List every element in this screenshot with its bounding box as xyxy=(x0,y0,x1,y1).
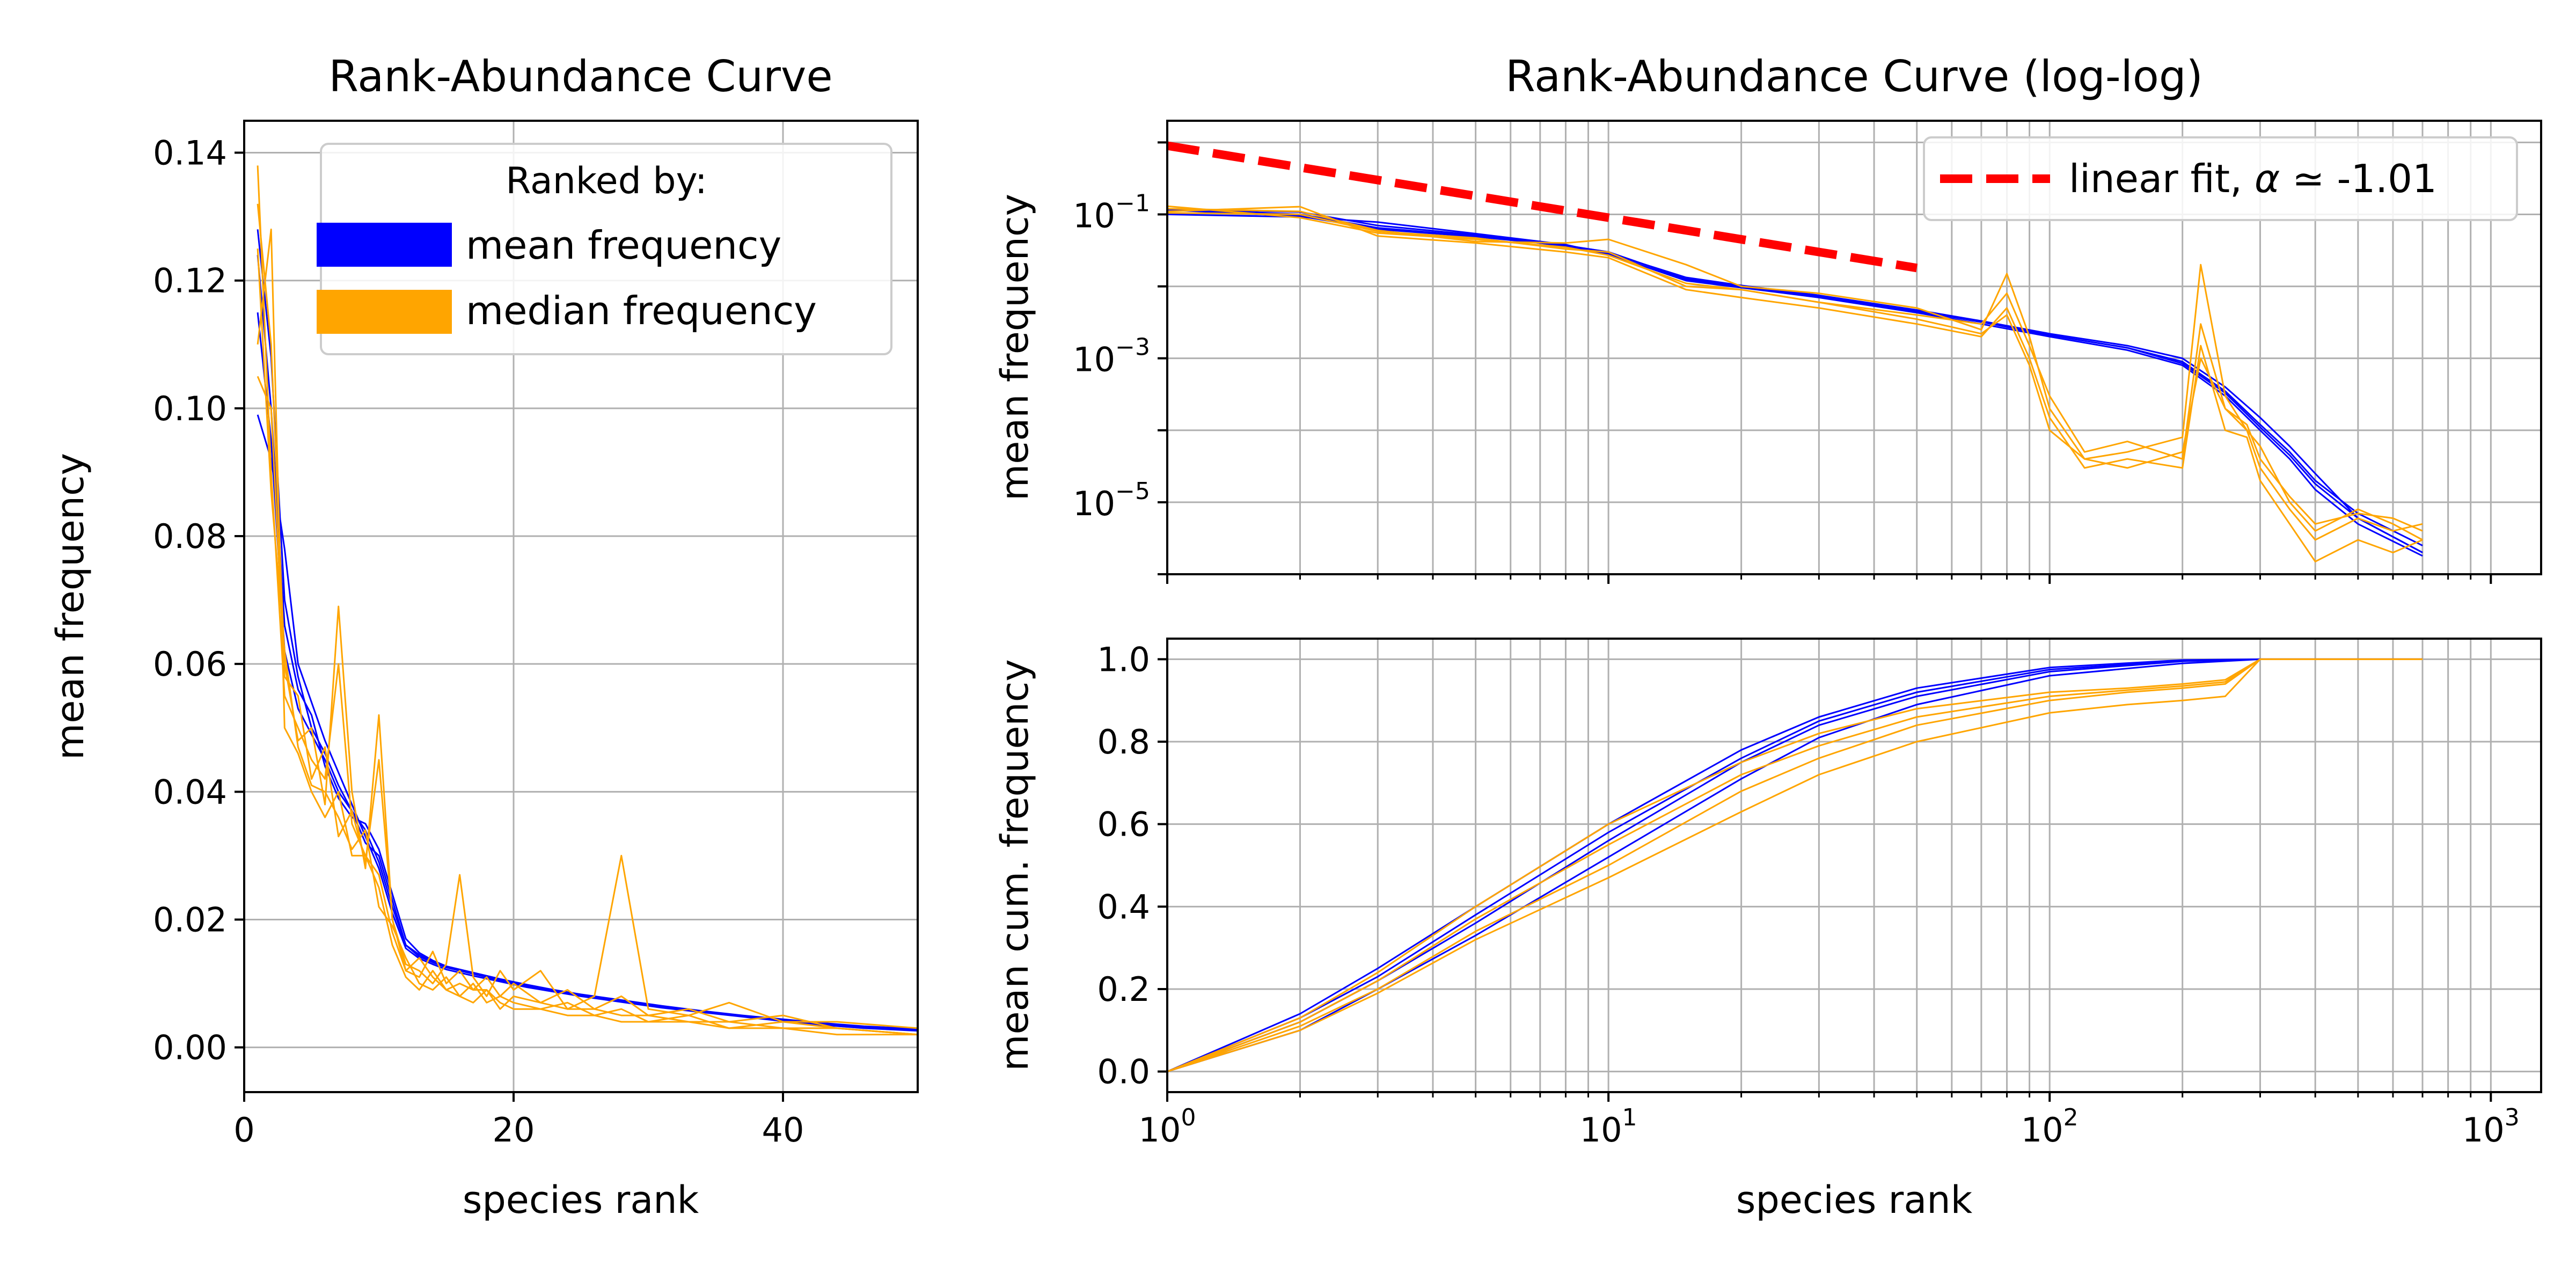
y-tick-label: 0.8 xyxy=(1097,722,1150,762)
y-tick-label: 10−5 xyxy=(1073,478,1150,523)
data-lines xyxy=(1167,205,2423,562)
y-tick-label: 0.00 xyxy=(153,1028,227,1067)
legend: linear fit, α ≃ -1.01 xyxy=(1923,136,2518,221)
series-line xyxy=(1167,209,2423,553)
x-tick-label: 0 xyxy=(233,1110,254,1150)
y-tick-label: 0.6 xyxy=(1097,805,1150,844)
y-tick-label: 10−1 xyxy=(1073,189,1150,235)
data-lines xyxy=(257,165,918,1036)
rank-abundance-loglog-panel: 10−1 10−3 10−5 Rank-Abundance Curve (log-l… xyxy=(993,52,2542,584)
chart-title: Rank-Abundance Curve xyxy=(328,52,832,101)
y-tick-label: 0.06 xyxy=(153,645,227,684)
x-tick-label: 101 xyxy=(1580,1104,1637,1150)
series-line xyxy=(257,228,918,1036)
x-tick-label: 100 xyxy=(1139,1104,1196,1150)
cumulative-frequency-panel: 100 101 102 103 0.0 0.2 0.4 0.6 0.8 1.0 species r… xyxy=(993,638,2542,1222)
legend-swatch-mean xyxy=(317,223,452,267)
y-tick-label: 0.04 xyxy=(153,772,227,811)
rank-abundance-panel: 0 20 40 0.00 0.02 0.04 0.06 0.08 0.10 0.12 0.14 Ra… xyxy=(48,52,919,1222)
x-tick-label: 102 xyxy=(2021,1104,2079,1150)
y-tick-label: 0.0 xyxy=(1097,1052,1150,1092)
grid-lines xyxy=(1167,639,2541,1092)
linear-fit-line xyxy=(1167,141,1918,273)
y-axis-label: mean cum. frequency xyxy=(993,659,1037,1071)
y-tick-label: 1.0 xyxy=(1097,640,1150,679)
fit-line xyxy=(1167,141,1918,273)
y-axis-label: mean frequency xyxy=(993,194,1037,501)
legend: Ranked by: mean frequency median frequen… xyxy=(317,143,892,355)
series-line xyxy=(1167,658,2423,1073)
legend-label-median: median frequency xyxy=(466,288,817,333)
y-tick-label: 0.14 xyxy=(153,134,227,173)
y-tick-label: 0.08 xyxy=(153,517,227,556)
x-tick-label: 103 xyxy=(2462,1104,2520,1150)
legend-label-symbol: α xyxy=(2255,156,2280,201)
tick-marks: 0 20 40 0.00 0.02 0.04 0.06 0.08 0.10 0.12 0.14 xyxy=(153,134,804,1150)
series-line xyxy=(1167,212,2423,532)
legend-label-mean: mean frequency xyxy=(466,223,781,268)
legend-label-fit: linear fit, α ≃ -1.01 xyxy=(2069,156,2437,201)
series-line xyxy=(257,312,918,1030)
series-line xyxy=(257,165,918,1036)
y-tick-label: 0.4 xyxy=(1097,887,1150,926)
axes-frame xyxy=(1166,638,2542,1093)
legend-label-suffix: ≃ -1.01 xyxy=(2280,156,2436,201)
tick-marks: 100 101 102 103 0.0 0.2 0.4 0.6 0.8 1.0 xyxy=(1097,640,2519,1150)
axes-frame xyxy=(243,120,919,1093)
x-axis-label: species rank xyxy=(463,1178,699,1222)
x-tick-label: 40 xyxy=(762,1110,804,1150)
series-line xyxy=(257,248,918,1036)
tick-marks: 10−1 10−3 10−5 xyxy=(1073,141,2492,584)
series-line xyxy=(1167,206,2423,562)
y-tick-label: 10−3 xyxy=(1073,334,1150,379)
series-line xyxy=(1167,658,2423,1072)
y-tick-label: 0.02 xyxy=(153,900,227,939)
legend-title: Ranked by: xyxy=(506,160,707,202)
series-line xyxy=(1167,208,2423,541)
y-tick-label: 0.10 xyxy=(153,389,227,428)
data-lines xyxy=(1167,658,2423,1073)
series-line xyxy=(1167,658,2423,1073)
y-tick-label: 0.12 xyxy=(153,261,227,301)
series-line xyxy=(1167,658,2423,1073)
legend-label-prefix: linear fit, xyxy=(2069,156,2255,201)
legend-box xyxy=(1923,136,2518,221)
x-tick-label: 20 xyxy=(493,1110,535,1150)
y-axis-label: mean frequency xyxy=(48,453,92,760)
series-line xyxy=(257,203,918,1029)
axes-frame xyxy=(1166,120,2542,575)
y-tick-label: 0.2 xyxy=(1097,970,1150,1009)
x-axis-label: species rank xyxy=(1736,1178,1973,1222)
series-line xyxy=(1167,658,2423,1072)
legend-swatch-median xyxy=(317,290,452,334)
chart-title: Rank-Abundance Curve (log-log) xyxy=(1505,52,2203,101)
